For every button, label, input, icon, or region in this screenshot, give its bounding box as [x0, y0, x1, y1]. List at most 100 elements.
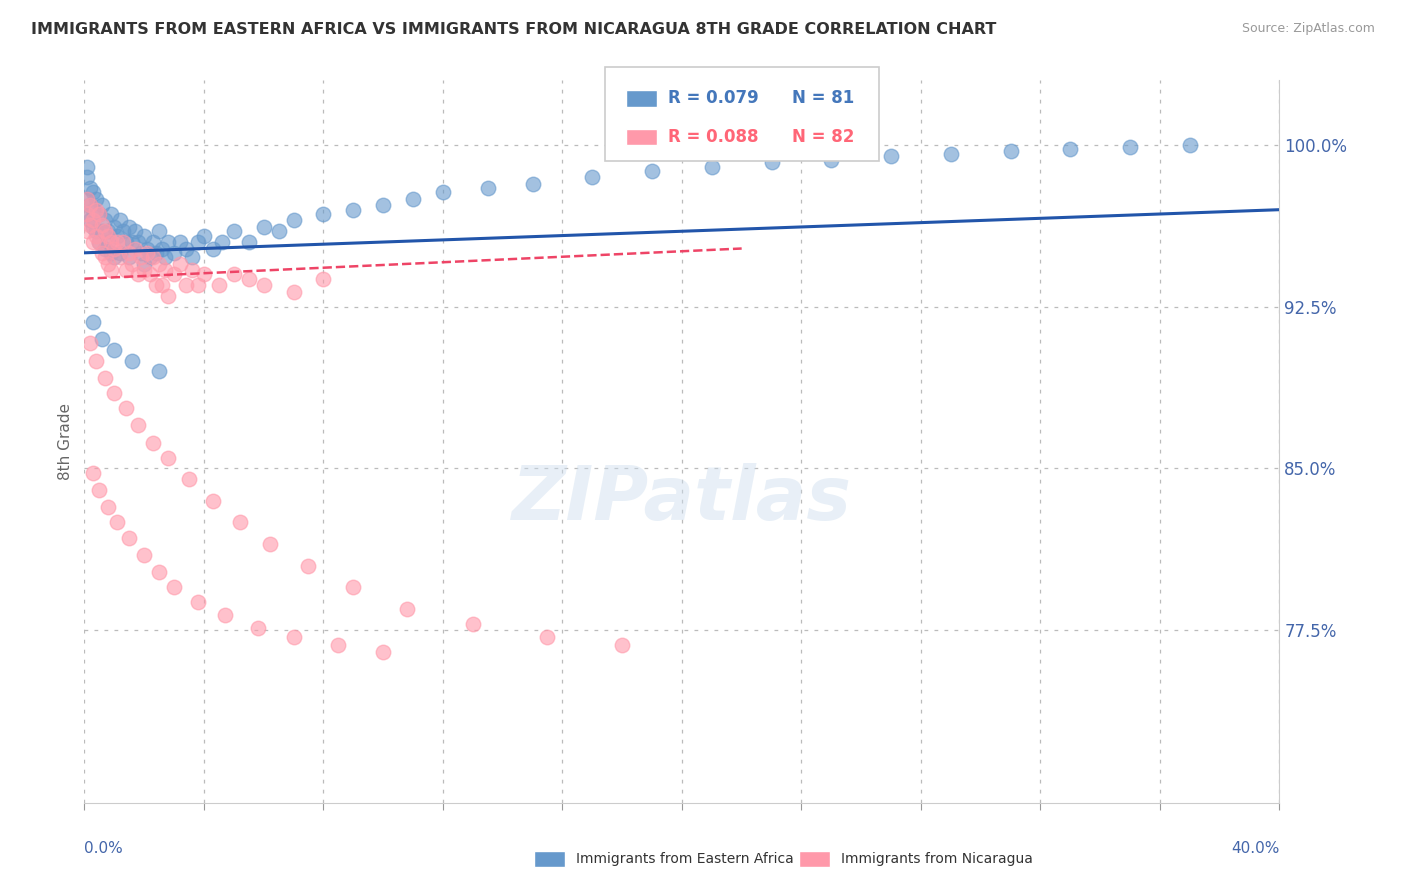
Text: IMMIGRANTS FROM EASTERN AFRICA VS IMMIGRANTS FROM NICARAGUA 8TH GRADE CORRELATIO: IMMIGRANTS FROM EASTERN AFRICA VS IMMIGR…: [31, 22, 997, 37]
Point: [187, 235, 209, 249]
Point: [118, 219, 141, 234]
Point: [283, 213, 305, 227]
Point: [761, 155, 783, 169]
Point: [76, 192, 98, 206]
Point: [86, 224, 108, 238]
Point: [97, 228, 120, 243]
Point: [91, 332, 114, 346]
Point: [89, 483, 111, 497]
Point: [94, 224, 117, 238]
Point: [103, 219, 125, 234]
Point: [112, 235, 135, 249]
Point: [267, 224, 290, 238]
Point: [253, 278, 276, 293]
Point: [103, 343, 125, 357]
Point: [150, 278, 173, 293]
Text: Source: ZipAtlas.com: Source: ZipAtlas.com: [1241, 22, 1375, 36]
Point: [89, 235, 111, 249]
Text: R = 0.088: R = 0.088: [668, 128, 758, 146]
Point: [76, 160, 98, 174]
Point: [259, 537, 281, 551]
Point: [283, 285, 305, 299]
Point: [169, 257, 191, 271]
Point: [76, 207, 98, 221]
Point: [163, 268, 186, 282]
Point: [127, 235, 149, 249]
Point: [82, 235, 104, 249]
Point: [94, 371, 117, 385]
Point: [522, 177, 544, 191]
Point: [157, 235, 180, 249]
Point: [396, 601, 419, 615]
Point: [150, 242, 173, 256]
Point: [222, 224, 245, 238]
Point: [100, 263, 122, 277]
Point: [110, 245, 132, 260]
Point: [79, 198, 101, 212]
Point: [169, 235, 191, 249]
Point: [127, 268, 149, 282]
Point: [163, 245, 186, 260]
Point: [89, 207, 111, 221]
Point: [136, 242, 159, 256]
Point: [142, 435, 165, 450]
Point: [76, 207, 98, 221]
Point: [94, 242, 117, 256]
Point: [82, 315, 104, 329]
Point: [461, 616, 484, 631]
Point: [342, 580, 364, 594]
Point: [86, 202, 108, 217]
Point: [211, 235, 233, 249]
Point: [112, 224, 135, 238]
Point: [373, 198, 395, 212]
Point: [939, 146, 962, 161]
Point: [91, 245, 114, 260]
Point: [1059, 142, 1081, 156]
Point: [177, 472, 200, 486]
Point: [82, 466, 104, 480]
Point: [328, 638, 350, 652]
Point: [124, 242, 146, 256]
Point: [105, 228, 128, 243]
Point: [89, 207, 111, 221]
Point: [157, 450, 180, 465]
Point: [238, 235, 260, 249]
Point: [132, 548, 156, 562]
Point: [132, 228, 156, 243]
Point: [312, 207, 335, 221]
Point: [79, 181, 101, 195]
Point: [82, 202, 104, 217]
Point: [193, 268, 215, 282]
Point: [148, 364, 170, 378]
Point: [222, 268, 245, 282]
Point: [163, 580, 186, 594]
Point: [121, 353, 143, 368]
Point: [700, 160, 723, 174]
Point: [1119, 140, 1142, 154]
Point: [373, 645, 395, 659]
Point: [121, 235, 143, 249]
Point: [153, 250, 176, 264]
Point: [208, 278, 231, 293]
Point: [124, 224, 146, 238]
Point: [91, 198, 114, 212]
Point: [536, 630, 558, 644]
Point: [228, 516, 252, 530]
Point: [145, 278, 167, 293]
Point: [139, 250, 162, 264]
Text: ZIPatlas: ZIPatlas: [512, 463, 852, 536]
Point: [127, 418, 149, 433]
Point: [201, 242, 224, 256]
Point: [432, 186, 454, 200]
Point: [82, 186, 104, 200]
Point: [136, 245, 159, 260]
Point: [142, 235, 165, 249]
Point: [91, 224, 114, 238]
Point: [181, 263, 204, 277]
Point: [121, 257, 143, 271]
Point: [79, 198, 101, 212]
Point: [214, 608, 236, 623]
Point: [283, 630, 305, 644]
Point: [97, 235, 120, 249]
Point: [612, 638, 634, 652]
